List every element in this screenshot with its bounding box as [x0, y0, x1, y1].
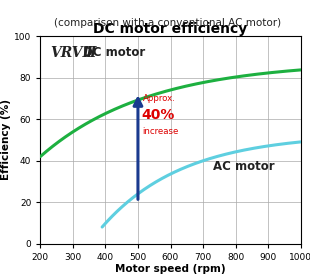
- Text: Approx.: Approx.: [143, 94, 176, 103]
- Text: 40%: 40%: [141, 108, 175, 122]
- Text: AC motor: AC motor: [213, 160, 274, 173]
- Text: (comparison with a conventional AC motor): (comparison with a conventional AC motor…: [54, 18, 281, 28]
- Title: DC motor efficiency: DC motor efficiency: [93, 22, 248, 36]
- X-axis label: Motor speed (rpm): Motor speed (rpm): [115, 264, 226, 274]
- Y-axis label: Efficiency (%): Efficiency (%): [1, 99, 11, 181]
- Text: VRVⅢ: VRVⅢ: [50, 46, 97, 60]
- Text: DC motor: DC motor: [82, 46, 145, 59]
- Text: increase: increase: [142, 127, 179, 136]
